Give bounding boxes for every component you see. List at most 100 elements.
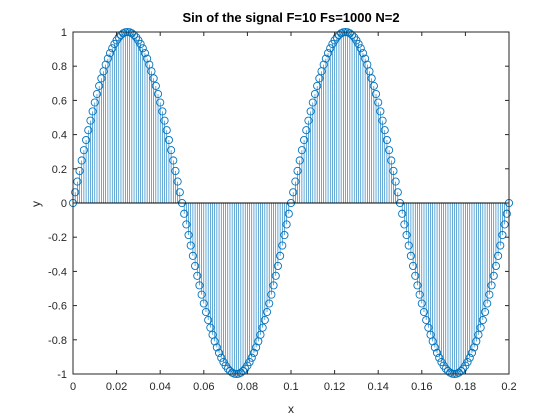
data-point [483,299,492,308]
data-point [289,188,298,197]
data-point [321,54,330,63]
data-point [291,177,300,186]
data-point [182,220,191,229]
data-point [334,30,344,40]
y-tick-label: 0.6 [52,95,67,107]
data-point [456,366,466,376]
data-point [398,209,407,218]
data-point [260,316,269,325]
data-point [419,307,429,317]
data-point [201,307,211,317]
y-tick-label: -0.4 [48,266,67,278]
y-tick-label: 0.2 [52,164,67,176]
data-point [391,177,400,186]
data-point [278,241,287,250]
data-point [371,89,381,99]
data-point [267,290,276,299]
data-point [175,188,184,197]
y-tick-label: 0 [61,198,67,210]
data-point [443,366,453,376]
data-point [326,44,335,53]
y-tick-label: 1 [61,27,67,39]
data-point [212,343,221,352]
data-point [79,146,88,155]
data-point [77,156,86,165]
data-point [116,30,126,40]
data-point [409,261,418,270]
data-point [147,67,156,76]
stem-series [68,27,514,379]
data-point [295,156,304,165]
data-point [424,323,433,332]
data-point [90,98,99,107]
data-point [252,343,261,352]
y-tick-label: -0.8 [48,335,67,347]
data-point [324,49,333,58]
data-point [406,251,415,260]
data-point [404,241,413,250]
x-axis: 0 0.02 0.04 0.06 0.08 0.1 0.12 0.14 0.16 0.18 0.2 [70,32,517,393]
data-point [374,98,383,107]
data-point [376,107,385,116]
data-point [356,44,365,53]
data-point [365,67,374,76]
data-point [153,89,163,99]
data-point [106,49,115,58]
data-point [367,74,376,83]
data-point [485,290,494,299]
x-tick-label: 0.1 [283,381,298,393]
data-point [480,307,490,317]
x-tick-label: 0.16 [411,381,432,393]
data-point [129,30,139,40]
data-point [149,74,158,83]
y-axis: -1 -0.8 -0.6 -0.4 -0.2 0 0.2 0.4 0.6 0.8 1 [48,27,509,381]
data-point [265,299,274,308]
stem-markers [68,27,514,379]
data-point [84,126,93,135]
data-point [402,230,411,240]
data-point [467,348,476,357]
data-point [413,281,422,290]
data-point [160,116,169,125]
data-point [470,343,479,352]
data-point [217,353,226,362]
data-point [184,230,193,240]
data-point [245,357,254,367]
x-tick-label: 0 [70,381,76,393]
data-point [500,220,509,229]
data-point [465,353,474,362]
data-point [73,177,82,186]
data-point [310,89,320,99]
data-point [389,166,398,176]
data-point [385,146,394,155]
data-point [136,39,145,49]
data-point [302,126,311,135]
data-point [282,220,291,229]
x-tick-label: 0.18 [455,381,476,393]
data-point [502,209,511,218]
data-point [262,307,272,317]
data-point [430,343,439,352]
data-point [358,49,367,58]
data-point [249,348,258,357]
x-tick-label: 0.06 [193,381,214,393]
data-point [417,299,426,308]
data-point [238,366,248,376]
data-point [491,261,500,270]
data-point [300,136,309,145]
data-point [400,220,409,229]
data-point [236,368,245,377]
data-point [114,33,123,42]
data-point [382,136,391,145]
data-point [463,357,472,367]
data-point [247,353,256,362]
data-point [313,81,322,90]
data-point [88,107,97,116]
data-point [454,368,463,377]
data-point [143,54,152,63]
data-point [162,126,171,135]
data-point [206,323,215,332]
data-point [361,54,370,63]
data-point [284,209,293,218]
x-tick-label: 0.04 [149,381,170,393]
